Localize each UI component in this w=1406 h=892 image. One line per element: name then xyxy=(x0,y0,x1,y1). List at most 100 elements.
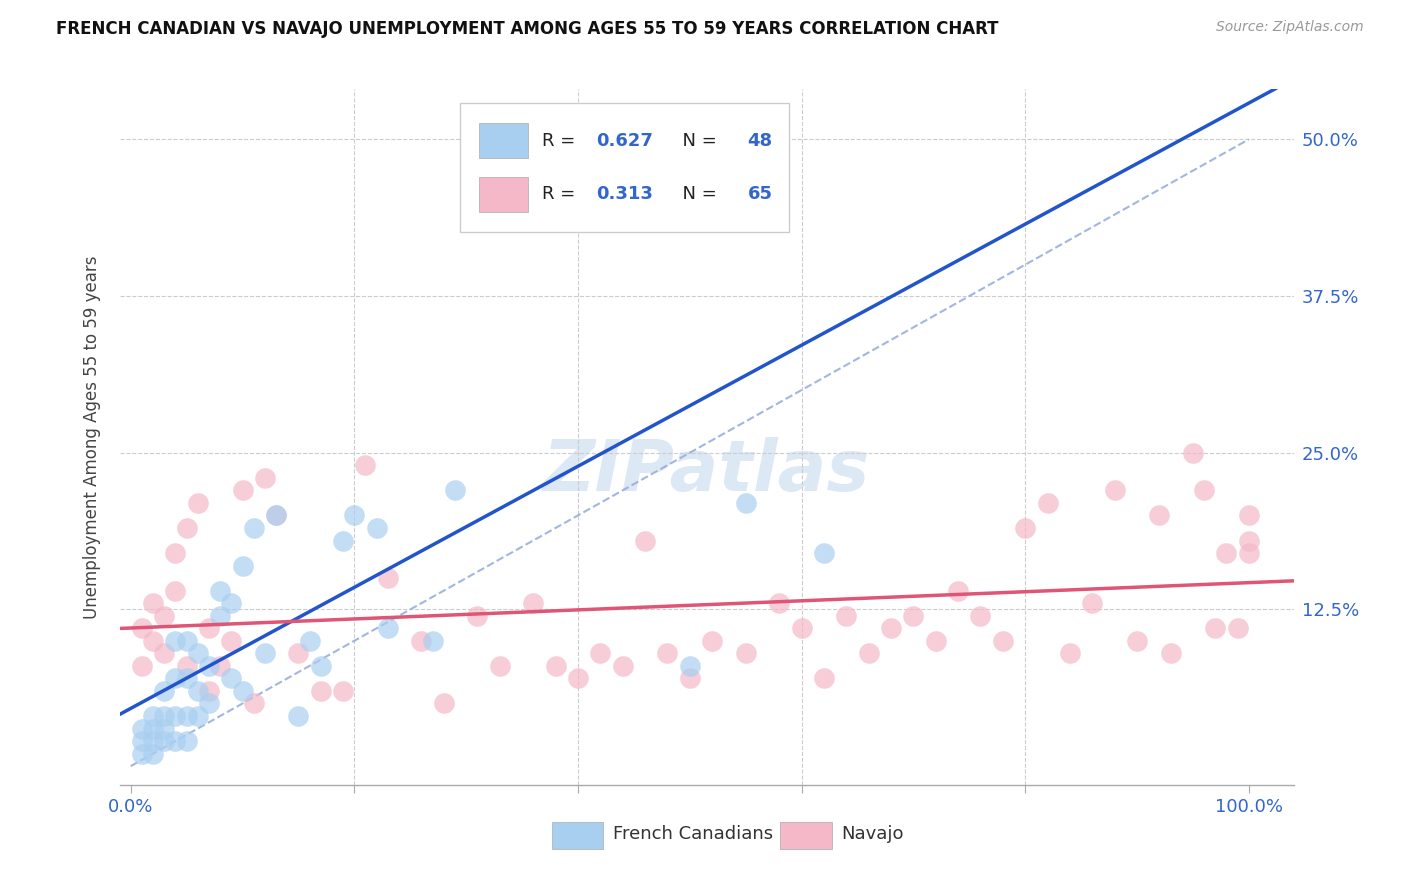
Point xyxy=(813,672,835,686)
Point xyxy=(835,608,858,623)
Point xyxy=(522,596,544,610)
Point xyxy=(142,722,165,736)
Point xyxy=(1126,633,1149,648)
Point xyxy=(1226,621,1249,635)
Point xyxy=(1104,483,1126,498)
Point xyxy=(567,672,589,686)
Point xyxy=(264,508,287,523)
Point xyxy=(533,182,555,196)
Point xyxy=(343,508,366,523)
Point xyxy=(332,533,354,548)
Point xyxy=(176,633,198,648)
Point xyxy=(925,633,948,648)
Point xyxy=(768,596,790,610)
Point xyxy=(231,558,253,573)
Point xyxy=(1160,646,1182,660)
Point xyxy=(422,633,444,648)
Point xyxy=(131,621,153,635)
Point xyxy=(165,633,187,648)
Point xyxy=(510,169,533,184)
Point xyxy=(198,697,221,711)
Point xyxy=(657,646,679,660)
Point xyxy=(354,458,377,473)
Point xyxy=(287,709,309,723)
Text: Navajo: Navajo xyxy=(842,825,904,843)
Point xyxy=(813,546,835,560)
Point xyxy=(366,521,388,535)
FancyBboxPatch shape xyxy=(479,123,529,158)
Point xyxy=(153,608,176,623)
Point xyxy=(187,496,209,510)
Point xyxy=(1081,596,1104,610)
Point xyxy=(209,608,232,623)
Point xyxy=(309,684,332,698)
Point xyxy=(142,709,165,723)
Point xyxy=(377,571,399,585)
Point xyxy=(444,483,467,498)
Text: R =: R = xyxy=(543,132,581,150)
FancyBboxPatch shape xyxy=(479,177,529,211)
Point xyxy=(198,621,221,635)
FancyBboxPatch shape xyxy=(460,103,789,232)
Point xyxy=(142,596,165,610)
Point xyxy=(187,646,209,660)
Point xyxy=(1149,508,1171,523)
Point xyxy=(264,508,287,523)
Point xyxy=(198,684,221,698)
Point xyxy=(153,646,176,660)
Point xyxy=(131,747,153,761)
Point xyxy=(131,734,153,748)
Text: French Canadians: French Canadians xyxy=(613,825,773,843)
Point xyxy=(209,583,232,598)
Point xyxy=(309,658,332,673)
Point xyxy=(634,533,657,548)
Point xyxy=(411,633,433,648)
Point xyxy=(242,697,264,711)
Text: 0.627: 0.627 xyxy=(596,132,652,150)
Point xyxy=(734,496,756,510)
Point xyxy=(176,734,198,748)
Point xyxy=(231,483,253,498)
Point xyxy=(589,646,612,660)
Point xyxy=(377,621,399,635)
Point xyxy=(176,658,198,673)
Point xyxy=(1237,546,1260,560)
Point xyxy=(253,646,276,660)
Point xyxy=(287,646,309,660)
Text: 48: 48 xyxy=(748,132,773,150)
Point xyxy=(221,633,243,648)
Point xyxy=(187,684,209,698)
Point xyxy=(242,521,264,535)
Point xyxy=(679,658,702,673)
Point xyxy=(131,658,153,673)
Point xyxy=(298,633,321,648)
Text: R =: R = xyxy=(543,186,581,203)
Point xyxy=(1215,546,1237,560)
Point xyxy=(176,672,198,686)
Point xyxy=(1237,533,1260,548)
Point xyxy=(142,633,165,648)
Point xyxy=(142,734,165,748)
Point xyxy=(165,734,187,748)
Point xyxy=(1014,521,1036,535)
Point xyxy=(209,658,232,673)
Point xyxy=(433,697,456,711)
Point xyxy=(1192,483,1215,498)
Text: Source: ZipAtlas.com: Source: ZipAtlas.com xyxy=(1216,20,1364,34)
Point xyxy=(231,684,253,698)
Point xyxy=(131,722,153,736)
Point xyxy=(221,672,243,686)
Text: FRENCH CANADIAN VS NAVAJO UNEMPLOYMENT AMONG AGES 55 TO 59 YEARS CORRELATION CHA: FRENCH CANADIAN VS NAVAJO UNEMPLOYMENT A… xyxy=(56,20,998,37)
Point xyxy=(1237,508,1260,523)
Point xyxy=(969,608,991,623)
Point xyxy=(165,672,187,686)
Point xyxy=(142,747,165,761)
Point xyxy=(176,709,198,723)
Point xyxy=(946,583,969,598)
Point xyxy=(165,709,187,723)
Point xyxy=(153,734,176,748)
Point xyxy=(253,471,276,485)
Text: ZIPatlas: ZIPatlas xyxy=(543,437,870,507)
Point xyxy=(544,169,567,184)
Point xyxy=(153,709,176,723)
